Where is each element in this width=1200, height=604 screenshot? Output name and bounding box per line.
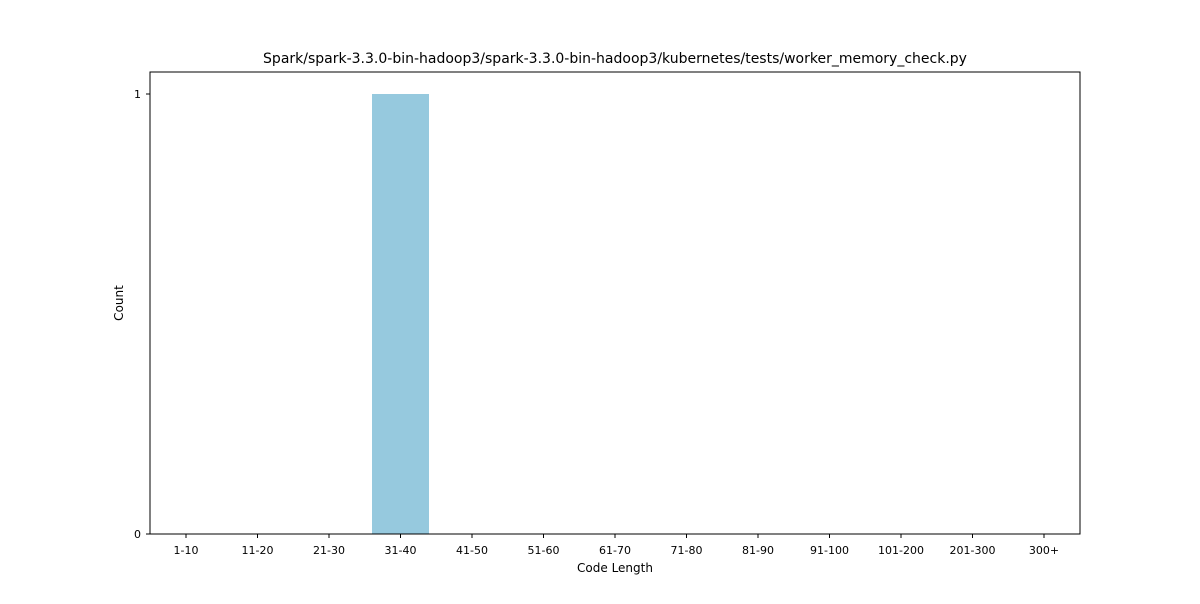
x-tick-label: 31-40 xyxy=(385,544,417,557)
x-tick-label: 101-200 xyxy=(878,544,924,557)
x-axis: 1-10 11-20 21-30 31-40 41-50 51-60 61-70 71-80 8… xyxy=(174,534,1059,557)
x-tick-label: 41-50 xyxy=(456,544,488,557)
x-tick-label: 51-60 xyxy=(528,544,560,557)
y-axis: 01 xyxy=(134,88,150,541)
chart-title: Spark/spark-3.3.0-bin-hadoop3/spark-3.3.… xyxy=(263,51,967,67)
x-tick-label: 201-300 xyxy=(950,544,996,557)
x-axis-label: Code Length xyxy=(577,561,653,575)
x-tick-label: 11-20 xyxy=(242,544,274,557)
x-tick-label: 81-90 xyxy=(742,544,774,557)
y-tick-label: 0 xyxy=(134,528,141,541)
x-tick-label: 1-10 xyxy=(174,544,199,557)
x-tick-label: 300+ xyxy=(1029,544,1059,557)
bars-layer xyxy=(372,94,429,534)
x-tick-label: 61-70 xyxy=(599,544,631,557)
x-tick-label: 91-100 xyxy=(810,544,849,557)
plot-area-frame xyxy=(149,71,1081,535)
x-tick-label: 71-80 xyxy=(671,544,703,557)
bar-31-40 xyxy=(372,94,429,534)
y-tick-label: 1 xyxy=(134,88,141,101)
x-tick-label: 21-30 xyxy=(313,544,345,557)
y-axis-label: Count xyxy=(112,285,126,321)
